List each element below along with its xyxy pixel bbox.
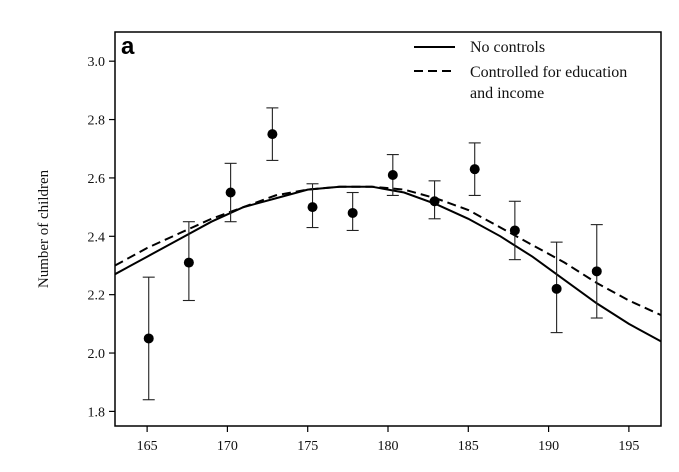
y-tick-label: 1.8 [88,405,106,420]
x-axis: 165 170 175 180 185 190 195 [137,426,639,454]
plot-marks [115,107,661,401]
x-tick-label: 175 [297,439,318,454]
x-tick-label: 165 [137,439,158,454]
y-tick-label: 2.0 [88,347,106,362]
data-point [183,257,194,268]
data-point [225,187,236,198]
x-tick-label: 180 [378,439,399,454]
x-tick-label: 170 [217,439,238,454]
data-point [429,196,440,207]
legend-label-controlled-line2: and income [470,85,544,102]
series-line-controlled [115,185,661,317]
panel-label: a [121,33,135,60]
y-tick-label: 2.6 [88,172,106,187]
y-tick-label: 2.4 [88,230,106,245]
y-axis-label: Number of children [36,169,52,288]
data-point [591,266,602,277]
data-point [509,225,520,236]
y-tick-label: 2.2 [88,289,106,304]
legend-label-no-controls: No controls [470,39,545,56]
x-tick-label: 190 [538,439,559,454]
data-point [307,202,318,213]
legend-label-controlled: Controlled for education [470,64,627,81]
data-point [347,207,358,218]
data-point [469,164,480,175]
data-point [551,283,562,294]
x-tick-label: 195 [618,439,639,454]
data-point [267,129,278,140]
y-tick-label: 2.8 [88,114,106,129]
series-line-no-controls [115,185,661,343]
data-point [143,333,154,344]
data-point [387,170,398,181]
y-tick-label: 3.0 [88,55,106,70]
y-axis: 1.8 2.0 2.2 2.4 2.6 2.8 3.0 [88,55,115,420]
x-tick-label: 185 [458,439,479,454]
legend: No controls Controlled for education and… [414,39,627,102]
